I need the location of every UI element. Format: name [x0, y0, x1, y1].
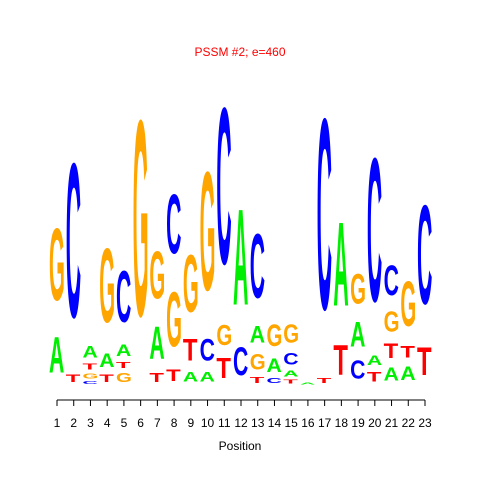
logo-letter: G — [99, 228, 115, 346]
logo-letter: G — [149, 238, 165, 314]
x-tick-label: 2 — [70, 416, 77, 430]
logo-letter: G — [133, 63, 149, 376]
logo-letter: C — [317, 63, 332, 368]
logo-letter: A — [233, 180, 248, 334]
logo-letter: T — [99, 372, 114, 385]
logo-letter: A — [250, 320, 265, 348]
logo-letter: A — [367, 352, 382, 368]
logo-letter: A — [200, 369, 215, 385]
x-tick-label: 16 — [301, 416, 315, 430]
logo-letter: G — [400, 270, 416, 341]
logo-letter: G — [283, 319, 299, 348]
x-tick-label: 13 — [251, 416, 265, 430]
x-tick-label: 14 — [268, 416, 282, 430]
logo-letter: C — [417, 176, 432, 334]
x-tick-label: 3 — [87, 416, 94, 430]
x-tick-label: 23 — [418, 416, 432, 430]
logo-letter: A — [149, 316, 164, 369]
x-tick-label: 18 — [335, 416, 349, 430]
logo-letter: T — [149, 371, 164, 385]
x-axis-label: Position — [219, 439, 262, 453]
logo-letter: C — [116, 257, 131, 339]
logo-letter: T — [83, 362, 98, 371]
x-tick-label: 9 — [187, 416, 194, 430]
logo-letter: G — [216, 321, 232, 352]
logo-letter: A — [333, 198, 348, 332]
logo-letter: G — [350, 266, 366, 313]
logo-letter: G — [116, 371, 132, 385]
x-tick-label: 17 — [318, 416, 332, 430]
x-tick-label: 19 — [351, 416, 365, 430]
logo-letter: G — [267, 317, 283, 352]
x-tick-label: 4 — [104, 416, 111, 430]
x-tick-label: 8 — [171, 416, 178, 430]
logo-letter: A — [99, 349, 114, 371]
logo-letter: T — [417, 339, 432, 384]
logo-letter: G — [49, 207, 65, 322]
logo-letter: T — [116, 360, 131, 369]
logo-letter: A — [350, 316, 365, 355]
logo-letter: C — [350, 356, 365, 384]
x-tick-label: 6 — [137, 416, 144, 430]
logo-letter: A — [83, 344, 98, 363]
logo-letter: T — [384, 339, 399, 363]
logo-letter: G — [200, 137, 216, 327]
logo-letter: T — [216, 352, 231, 384]
chart-title: PSSM #2; e=460 — [194, 45, 285, 59]
logo-letter: A — [384, 365, 399, 385]
logo-letter: C — [200, 333, 215, 368]
logo-letter: A — [49, 328, 64, 384]
x-tick-label: 7 — [154, 416, 161, 430]
x-tick-label: 1 — [54, 416, 61, 430]
logo-letter: T — [317, 377, 332, 385]
logo-letter: A — [283, 369, 299, 378]
logo-letter: T — [66, 372, 81, 385]
logo-letter: A — [300, 382, 315, 385]
logo-letter: C — [367, 115, 382, 344]
x-tick-label: 10 — [201, 416, 215, 430]
logo-letter: C — [250, 216, 265, 318]
logo-letter: T — [333, 337, 348, 384]
logo-letter: G — [83, 372, 99, 380]
logo-letter: C — [283, 350, 298, 369]
logo-letter: T — [250, 375, 265, 384]
logo-letter: A — [116, 342, 131, 361]
x-tick-label: 5 — [121, 416, 128, 430]
logo-letter: T — [183, 333, 198, 368]
x-tick-label: 11 — [218, 416, 231, 430]
logo-letter: C — [166, 178, 181, 273]
logo-letter: C — [216, 60, 231, 311]
logo-letter: A — [183, 369, 198, 385]
logo-letter: T — [367, 369, 382, 385]
logo-letter: G — [384, 308, 400, 339]
logo-letter: T — [166, 366, 181, 385]
x-tick-label: 20 — [368, 416, 382, 430]
logo-letter: A — [400, 363, 415, 385]
logo-letter: T — [283, 378, 298, 385]
logo-letter: C — [83, 380, 98, 385]
logo-letter: A — [267, 354, 282, 376]
logo-letter: C — [267, 377, 282, 385]
logo-letter: G — [183, 238, 199, 330]
logo-letter: C — [233, 339, 248, 384]
x-tick-label: 21 — [385, 416, 399, 430]
x-tick-label: 15 — [285, 416, 299, 430]
logo-letter: T — [400, 343, 415, 362]
x-tick-label: 22 — [402, 416, 416, 430]
x-tick-label: 12 — [234, 416, 248, 430]
logo-letter: G — [250, 349, 266, 374]
logo-letter: C — [384, 259, 399, 306]
logo-letter: G — [166, 277, 182, 363]
logo-letter: C — [66, 118, 81, 364]
